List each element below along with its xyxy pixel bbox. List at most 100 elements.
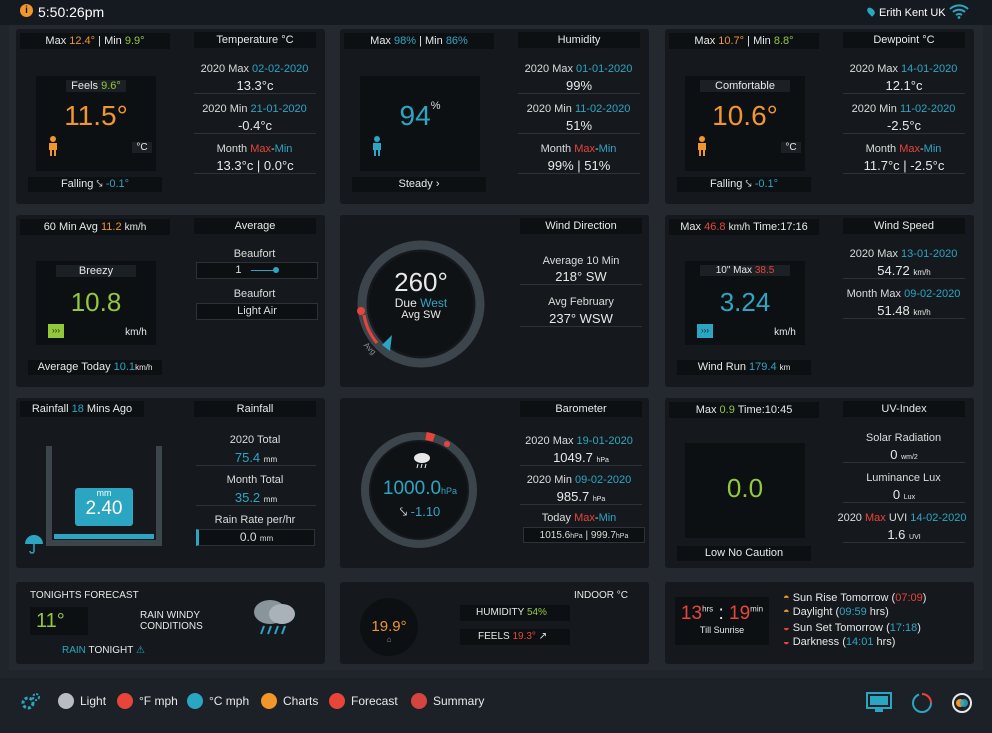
rain-gauge bbox=[46, 446, 162, 546]
indoor-feels: FEELS 19.3° ↗ bbox=[460, 629, 570, 645]
luminance-label: Luminance Lux bbox=[866, 472, 941, 484]
wind-average-icon: ››› bbox=[48, 324, 64, 338]
barometer-dial bbox=[361, 432, 477, 548]
wind-average-current: 10.8 bbox=[70, 287, 122, 317]
temperature-unit: °C bbox=[132, 142, 152, 153]
wind-direction-due: Due West bbox=[394, 296, 448, 310]
dewpoint-month-label: Month Max-Min bbox=[865, 143, 942, 155]
forecast-conditions: RAIN WINDY CONDITIONS bbox=[140, 610, 203, 632]
dewpoint-unit: °C bbox=[781, 142, 801, 153]
sun-rise: ◓ Sun Rise Tomorrow (07:09) bbox=[783, 592, 927, 604]
summary-button[interactable]: Summary bbox=[411, 693, 484, 709]
dewpoint-comfort: Comfortable bbox=[700, 80, 790, 92]
chevron-right-icon: › bbox=[435, 178, 440, 190]
temperature-title: Temperature °C bbox=[194, 32, 316, 48]
dewpoint-year-max-label: 2020 Max 14-01-2020 bbox=[849, 63, 958, 75]
umbrella-icon bbox=[25, 535, 43, 554]
rain-rate-label: Rain Rate per/hr bbox=[214, 514, 296, 526]
monitor-icon[interactable] bbox=[866, 692, 892, 714]
wind-direction-panel[interactable]: Wind Direction 260° Due West Avg SW Avg … bbox=[340, 215, 649, 387]
rain-gauge-tile: mm 2.40 bbox=[75, 488, 133, 526]
rainfall-panel[interactable]: Rainfall 18 Mins Ago Rainfall mm 2.40 20… bbox=[16, 398, 325, 568]
house-icon: ⌂ bbox=[386, 635, 392, 644]
uv-current: 0.0 bbox=[726, 473, 764, 503]
theme-toggle-icon[interactable] bbox=[951, 692, 973, 714]
baro-year-max-label: 2020 Max 19-01-2020 bbox=[525, 435, 633, 447]
charts-dot-icon bbox=[261, 693, 277, 709]
uv-panel[interactable]: Max 0.9 Time:10:45 UV-Index 0.0 Low No C… bbox=[665, 398, 974, 568]
person-icon bbox=[49, 136, 57, 156]
humidity-maxmin: Max 98% | Min 86% bbox=[344, 33, 494, 49]
summary-dot-icon bbox=[411, 693, 427, 709]
barometer-marker bbox=[444, 441, 450, 447]
info-icon[interactable]: i bbox=[20, 4, 33, 17]
baro-today-label: Today Max-Min bbox=[541, 512, 617, 524]
temperature-month-label: Month Max-Min bbox=[216, 143, 293, 155]
wind-speed-panel[interactable]: Max 46.8 km/h Time:17:16 Wind Speed 10" … bbox=[665, 215, 974, 387]
forecast-panel[interactable]: TONIGHTS FORECAST 11° RAIN WINDY CONDITI… bbox=[16, 582, 325, 664]
celsius-mph-button[interactable]: °C mph bbox=[187, 693, 249, 709]
light-dot-icon bbox=[58, 693, 74, 709]
wind-speed-title: Wind Speed bbox=[843, 218, 965, 234]
baro-year-min-label: 2020 Min 09-02-2020 bbox=[526, 474, 632, 486]
temperature-year-max: 13.3°c bbox=[194, 78, 316, 94]
trend-up-icon: ↗ bbox=[538, 631, 548, 642]
sun-times: ◓ Sun Rise Tomorrow (07:09) ◓ Daylight (… bbox=[783, 591, 926, 649]
station-location: Erith Kent UK bbox=[879, 7, 946, 19]
fahrenheit-mph-button[interactable]: °F mph bbox=[117, 693, 178, 709]
charts-button[interactable]: Charts bbox=[261, 693, 318, 709]
uv-title: UV-Index bbox=[843, 401, 965, 417]
wind-avg-today: Average Today 10.1km/h bbox=[28, 360, 162, 375]
forecast-title: TONIGHTS FORECAST bbox=[30, 590, 139, 601]
indoor-panel[interactable]: INDOOR °C 19.9° ⌂ HUMIDITY 54% FEELS 19.… bbox=[340, 582, 649, 664]
baro-today: 1015.6hPa | 999.7hPa bbox=[523, 527, 645, 543]
dewpoint-year-max: 12.1°c bbox=[843, 78, 965, 94]
clock-time: 5:50:26pm bbox=[38, 4, 105, 20]
temperature-year-max-label: 2020 Max 02-02-2020 bbox=[200, 63, 309, 75]
indoor-humidity: HUMIDITY 54% bbox=[460, 605, 570, 621]
beaufort-desc-label: Beaufort bbox=[233, 288, 276, 300]
refresh-icon[interactable] bbox=[910, 691, 934, 715]
wind-dir-marker bbox=[357, 307, 365, 315]
humidity-panel[interactable]: Max 98% | Min 86% Humidity 94% Steady › … bbox=[340, 29, 649, 204]
solar-radiation: 0 wm/2 bbox=[843, 447, 965, 463]
person-icon bbox=[373, 136, 381, 156]
wind-average-current-tile: Breezy 10.8 ››› km/h bbox=[36, 261, 156, 345]
dewpoint-month-values: 11.7°c | -2.5°c bbox=[843, 158, 965, 174]
forecast-button[interactable]: Forecast bbox=[329, 693, 398, 709]
sun-panel[interactable]: 13hrs : 19min Till Sunrise ◓ Sun Rise To… bbox=[665, 582, 974, 664]
humidity-month-label: Month Max-Min bbox=[540, 143, 617, 155]
humidity-year-min-label: 2020 Min 11-02-2020 bbox=[526, 103, 631, 115]
wind-speed-year-max: 54.72 km/h bbox=[843, 263, 965, 279]
temperature-year-min-label: 2020 Min 21-01-2020 bbox=[202, 103, 307, 115]
falling-arrow-icon: ⤥ bbox=[399, 504, 408, 519]
humidity-year-min: 51% bbox=[518, 118, 640, 134]
baro-year-max: 1049.7 hPa bbox=[520, 450, 642, 466]
light-theme-button[interactable]: Light bbox=[58, 693, 106, 709]
humidity-month-values: 99% | 51% bbox=[518, 158, 640, 174]
rain-cloud-icon bbox=[414, 453, 430, 469]
wind-speed-current: 3.24 bbox=[719, 287, 771, 317]
celsius-dot-icon bbox=[187, 693, 203, 709]
gear-icon[interactable] bbox=[20, 693, 40, 711]
falling-arrow-icon: ⤥ bbox=[96, 178, 103, 190]
temperature-panel[interactable]: Max 12.4° | Min 9.9° Temperature °C Feel… bbox=[16, 29, 325, 204]
humidity-title: Humidity bbox=[518, 32, 640, 48]
humidity-trend: Steady › bbox=[352, 177, 486, 192]
wind-avg-month: 237° WSW bbox=[520, 311, 642, 327]
wind-avg10-label: Average 10 Min bbox=[542, 255, 620, 267]
wind-run: Wind Run 179.4 km bbox=[677, 360, 811, 375]
wifi-icon bbox=[949, 4, 969, 19]
dewpoint-panel[interactable]: Max 10.7° | Min 8.8° Dewpoint °C Comfort… bbox=[665, 29, 974, 204]
wind-speed-max: Max 46.8 km/h Time:17:16 bbox=[669, 219, 819, 235]
barometer-panel[interactable]: Barometer 1000.0hPa ⤥ -1.10 2020 Max 19-… bbox=[340, 398, 649, 568]
humidity-current: 94% bbox=[399, 100, 441, 131]
uv-max: Max 0.9 Time:10:45 bbox=[669, 402, 819, 418]
wind-average-panel[interactable]: 60 Min Avg 11.2 km/h Average Breezy 10.8… bbox=[16, 215, 325, 387]
sunset-icon: ◒ bbox=[783, 622, 790, 634]
dewpoint-year-min: -2.5°c bbox=[843, 118, 965, 134]
compass-dial bbox=[357, 240, 485, 368]
baro-year-min: 985.7 hPa bbox=[520, 489, 642, 505]
sun-countdown: 13hrs : 19min Till Sunrise bbox=[675, 597, 769, 645]
avg-direction-pointer bbox=[382, 335, 392, 351]
